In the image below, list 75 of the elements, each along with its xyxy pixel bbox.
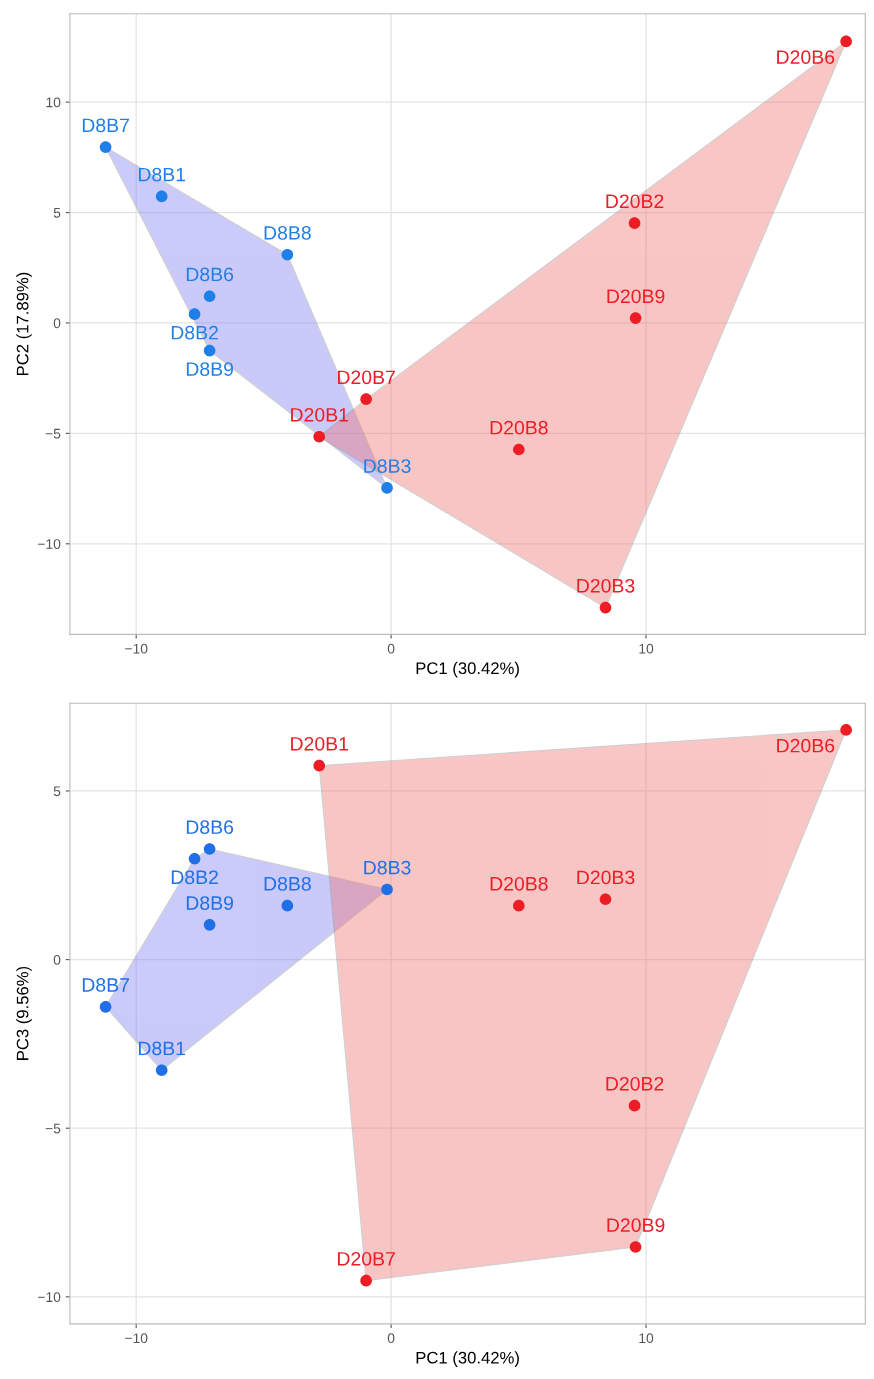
point	[188, 308, 201, 320]
point	[155, 190, 168, 203]
y-tick-label: 0	[53, 318, 61, 329]
y-tick-label: 0	[53, 954, 61, 965]
point	[203, 290, 216, 303]
point	[203, 344, 216, 357]
y-tick-label: −5	[45, 428, 61, 439]
annotation: D20B9	[607, 1218, 665, 1232]
y-tick-label: 5	[53, 208, 61, 218]
x-tick-label: −10	[125, 643, 148, 654]
annotation: D20B3	[577, 870, 635, 885]
y-tick-label: 5	[53, 786, 61, 797]
point	[840, 724, 852, 736]
x-tick-label: 0	[387, 643, 395, 654]
y-tick-label: 10	[46, 97, 61, 108]
point	[629, 1241, 642, 1253]
point	[513, 899, 525, 912]
x-tick-label: 10	[639, 1333, 654, 1344]
x-tick-label: −10	[125, 1333, 148, 1344]
point	[360, 1274, 372, 1287]
annotation: D20B1	[291, 736, 349, 751]
annotation: D8B1	[138, 167, 186, 182]
annotation: D8B9	[186, 896, 234, 910]
point	[203, 843, 216, 855]
annotation: D20B6	[777, 738, 835, 753]
annotation: D8B6	[186, 820, 234, 835]
annotation: D8B6	[186, 267, 234, 282]
point	[599, 601, 612, 614]
annotation: D8B2	[171, 870, 218, 885]
x-axis-title: PC1 (30.42%)	[416, 1351, 519, 1367]
point	[313, 759, 326, 772]
point	[513, 443, 525, 456]
x-tick-label: 0	[387, 1333, 395, 1344]
annotation: D8B8	[264, 876, 311, 891]
annotation: D8B8	[264, 226, 311, 240]
annotation: D8B1	[138, 1041, 186, 1056]
y-tick-label: −10	[38, 539, 61, 549]
point	[360, 393, 372, 405]
annotation: D20B2	[606, 1076, 664, 1091]
annotation: D20B7	[338, 1251, 395, 1266]
y-tick-label: −5	[45, 1123, 61, 1134]
y-axis-title: PC2 (17.89%)	[16, 272, 32, 376]
annotation: D8B3	[364, 459, 411, 473]
annotation: D20B8	[490, 876, 548, 891]
point	[99, 1001, 112, 1013]
annotation: D20B3	[577, 578, 635, 593]
point	[155, 1064, 168, 1077]
point	[313, 430, 326, 443]
annotation: D8B3	[364, 860, 411, 875]
annotation: D8B7	[82, 978, 129, 992]
point	[281, 899, 294, 912]
annotation: D8B7	[82, 118, 129, 133]
x-tick-label: 10	[639, 643, 654, 654]
point	[203, 919, 216, 931]
annotation: D20B1	[291, 407, 349, 422]
point	[188, 852, 201, 865]
point	[599, 893, 612, 906]
point	[99, 141, 112, 153]
point	[840, 35, 852, 48]
annotation: D20B2	[606, 194, 664, 209]
point	[629, 312, 642, 324]
point	[381, 883, 393, 896]
annotation: D8B2	[171, 325, 218, 340]
y-axis-title: PC3 (9.56%)	[16, 966, 32, 1060]
point	[628, 1099, 641, 1112]
point	[281, 248, 294, 261]
x-axis-title: PC1 (30.42%)	[416, 661, 519, 678]
annotation: D20B8	[490, 420, 548, 435]
annotation: D20B6	[777, 50, 835, 65]
point	[381, 482, 393, 494]
annotation: D20B7	[338, 370, 395, 385]
annotation: D20B9	[607, 289, 665, 304]
y-tick-label: −10	[38, 1292, 61, 1303]
annotation: D8B9	[186, 362, 234, 376]
point	[628, 217, 641, 229]
